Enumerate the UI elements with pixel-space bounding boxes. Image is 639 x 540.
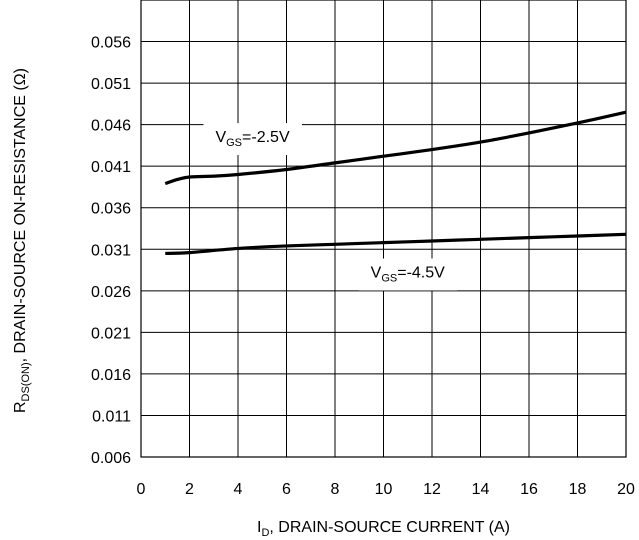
x-tick-label: 18 [569,481,587,498]
plot-frame [140,0,627,458]
x-tick-label: 4 [234,481,243,498]
series-label-background [203,123,302,156]
y-tick-label: 0.051 [91,76,131,93]
series-line-2 [165,232,627,256]
y-axis-title-subscript: DS(ON) [20,362,32,401]
y-tick-label: 0.006 [91,450,131,467]
x-tick-label: 2 [185,481,194,498]
y-tick-label: 0.026 [91,284,131,301]
x-tick-labels: 0 2 4 6 8 10 12 14 16 18 20 [137,481,635,498]
y-tick-label: 0.011 [92,408,131,425]
x-tick-label: 8 [331,481,340,498]
x-axis-title-rest: , DRAIN-SOURCE CURRENT (A) [269,519,510,536]
x-axis-title: ID, DRAIN-SOURCE CURRENT (A) [257,519,510,539]
y-tick-label: 0.031 [91,242,131,259]
y-tick-label: 0.021 [91,325,131,342]
x-tick-label: 6 [282,481,291,498]
y-tick-label: 0.041 [91,159,131,176]
y-axis-title-rest: , DRAIN-SOURCE ON-RESISTANCE (Ω) [12,68,29,362]
series-line-1 [164,110,627,186]
y-tick-label: 0.056 [91,35,131,52]
series-label-2: VGS=-4.5V [371,265,445,285]
x-tick-label: 14 [472,481,490,498]
x-tick-label: 12 [423,481,441,498]
x-axis-title-main: I [257,519,261,536]
x-tick-label: 16 [520,481,538,498]
y-tick-label: 0.046 [91,118,131,135]
grid [140,0,627,458]
x-tick-label: 0 [137,481,146,498]
y-axis-title-main: R [12,401,29,413]
y-axis-title: RDS(ON), DRAIN-SOURCE ON-RESISTANCE (Ω) [12,68,32,413]
series-layer: VGS=-2.5V VGS=-4.5V [164,110,627,291]
y-tick-labels: 0.006 0.011 0.016 0.021 0.026 0.031 0.036 0.041… [91,35,131,467]
x-tick-label: 10 [375,481,393,498]
series-label-1: VGS=-2.5V [215,129,289,149]
y-tick-label: 0.036 [91,201,131,218]
series-label-background [358,258,458,291]
x-axis-title-subscript: D [261,527,269,539]
y-tick-label: 0.016 [91,367,131,384]
x-tick-label: 20 [617,481,635,498]
